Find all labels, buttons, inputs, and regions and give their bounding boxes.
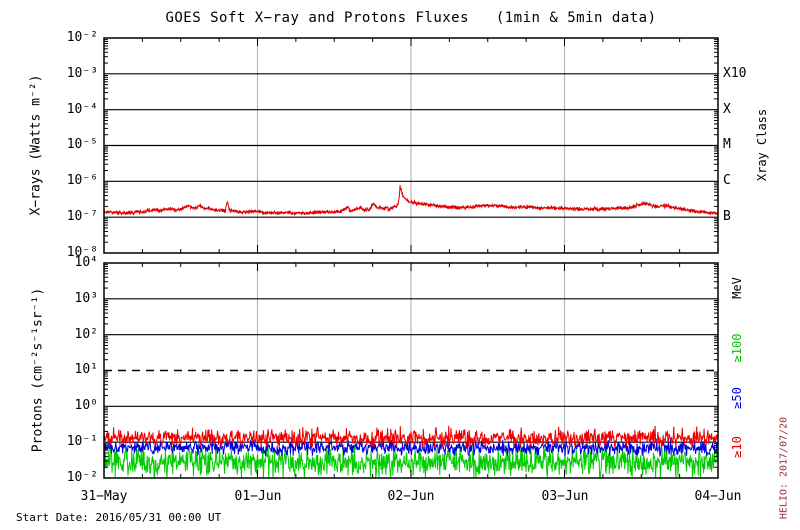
chart-title: GOES Soft X−ray and Protons Fluxes (1min… xyxy=(165,10,657,26)
x-tick-label-04jun: 04−Jun xyxy=(694,489,742,504)
xray-ytick-label: 10⁻⁷ xyxy=(66,209,98,224)
proton-ytick-label: 10⁰ xyxy=(74,398,98,413)
proton-flux-trace-10mev xyxy=(103,425,719,448)
xray-ytick-label: 10⁻⁵ xyxy=(66,137,98,152)
xray-class-tick-b: B xyxy=(723,209,731,224)
xray-class-tick-c: C xyxy=(723,173,731,188)
proton-ytick-label: 10¹ xyxy=(74,362,98,377)
mev-axis-label: MeV xyxy=(730,277,744,299)
xray-ytick-label: 10⁻⁴ xyxy=(66,102,98,117)
proton-flux-trace-50mev xyxy=(103,437,719,458)
x-tick-label-01jun: 01−Jun xyxy=(234,489,282,504)
proton-series-label-ge100: ≥100 xyxy=(730,333,744,363)
proton-ytick-label: 10² xyxy=(74,327,98,342)
proton-ytick-label: 10⁴ xyxy=(74,255,98,270)
xray-ytick-label: 10⁻³ xyxy=(66,66,98,81)
xray-class-axis-label: Xray Class xyxy=(755,108,769,182)
proton-y-axis-label: Protons (cm⁻²s⁻¹sr⁻¹) xyxy=(30,287,46,453)
helio-watermark: HELIO: 2017/07/20 xyxy=(778,416,790,520)
x-tick-label-02jun: 02−Jun xyxy=(387,489,435,504)
start-date-text: Start Date: 2016/05/31 00:00 UT xyxy=(16,511,222,524)
x-tick-label-31may: 31−May xyxy=(80,489,128,504)
proton-series-label-ge50: ≥50 xyxy=(730,387,744,409)
proton-ytick-label: 10³ xyxy=(74,291,98,306)
proton-ytick-label: 10⁻¹ xyxy=(66,434,98,449)
proton-series-label-ge10: ≥10 xyxy=(730,436,744,458)
xray-ytick-label: 10⁻² xyxy=(66,30,98,45)
xray-class-tick-x: X xyxy=(723,102,731,117)
xray-ytick-label: 10⁻⁶ xyxy=(66,173,98,188)
proton-flux-trace-100mev xyxy=(103,444,719,478)
x-tick-label-03jun: 03−Jun xyxy=(541,489,589,504)
xray-y-axis-label: X−rays (Watts m⁻²) xyxy=(28,74,44,216)
proton-ytick-label: 10⁻² xyxy=(66,470,98,485)
xray-flux-trace xyxy=(103,185,719,216)
xray-class-tick-m: M xyxy=(723,137,731,152)
xray-class-tick-x10: X10 xyxy=(723,66,747,81)
xray-ytick-label: 10⁻⁸ xyxy=(66,245,98,260)
